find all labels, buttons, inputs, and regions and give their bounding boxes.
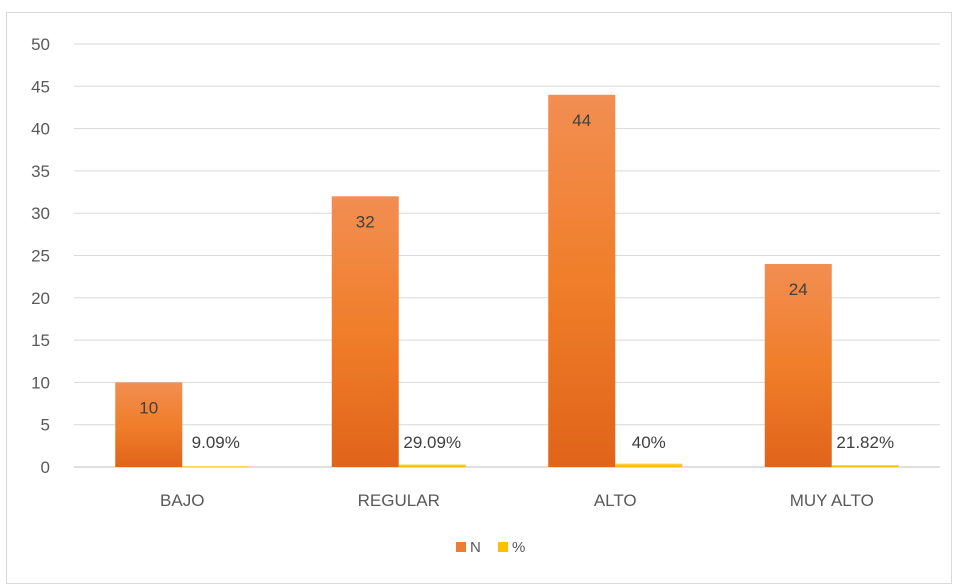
bar-pct-regular — [398, 464, 466, 467]
data-label-n: 32 — [356, 212, 375, 231]
x-category-label: ALTO — [594, 491, 637, 510]
bar-pct-bajo — [182, 466, 250, 467]
data-label-pct: 40% — [632, 433, 666, 452]
x-category-label: BAJO — [160, 491, 204, 510]
data-label-n: 24 — [789, 280, 808, 299]
x-axis-categories: BAJO REGULAR ALTO MUY ALTO — [160, 491, 874, 510]
y-tick-label: 40 — [31, 120, 50, 139]
legend-swatch — [456, 542, 466, 552]
legend: N% — [456, 539, 525, 556]
bar-n-alto — [548, 94, 616, 467]
y-tick-label: 30 — [31, 204, 50, 223]
bar-pct-alto — [615, 463, 683, 467]
x-category-label: MUY ALTO — [790, 491, 874, 510]
data-label-pct: 29.09% — [403, 433, 461, 452]
legend-label: N — [470, 539, 481, 556]
legend-label: % — [512, 539, 525, 556]
bar-n-regular — [331, 196, 399, 467]
y-axis-ticks: 0 5 10 15 20 25 30 35 40 45 50 — [31, 35, 50, 477]
y-tick-label: 5 — [41, 416, 50, 435]
bar-n-bajo — [115, 382, 183, 467]
y-tick-label: 0 — [41, 458, 50, 477]
data-labels: 10 9.09% 32 29.09% 44 40% 24 21.82% — [139, 111, 894, 452]
bar-n-muy-alto — [764, 263, 832, 467]
bars — [115, 94, 899, 467]
data-label-n: 10 — [139, 398, 158, 417]
y-tick-label: 20 — [31, 289, 50, 308]
bar-pct-muy-alto — [831, 465, 899, 467]
y-tick-label: 50 — [31, 35, 50, 54]
y-tick-label: 25 — [31, 247, 50, 266]
y-tick-label: 15 — [31, 331, 50, 350]
y-tick-label: 10 — [31, 373, 50, 392]
data-label-n: 44 — [572, 111, 591, 130]
x-category-label: REGULAR — [358, 491, 440, 510]
y-tick-label: 45 — [31, 77, 50, 96]
legend-swatch — [498, 542, 508, 552]
data-label-pct: 9.09% — [192, 433, 240, 452]
data-label-pct: 21.82% — [836, 433, 894, 452]
y-tick-label: 35 — [31, 162, 50, 181]
